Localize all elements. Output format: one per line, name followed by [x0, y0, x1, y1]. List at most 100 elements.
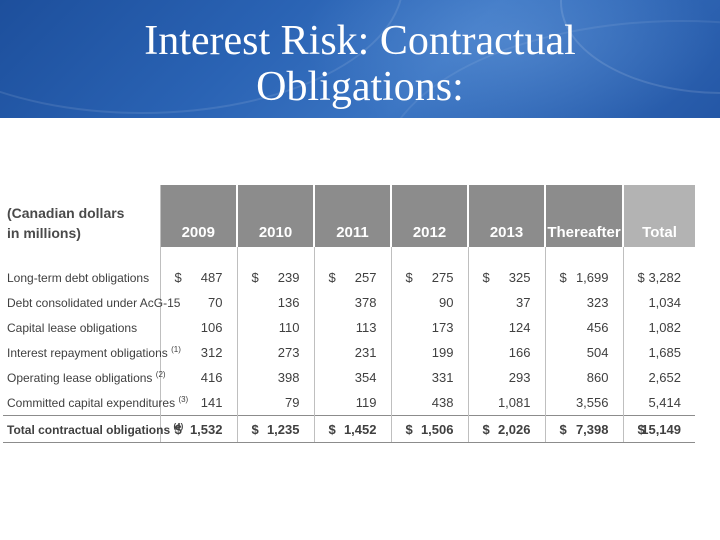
table-body: Long-term debt obligations $487 $239 $257 $2… [3, 247, 695, 443]
currency-symbol: $ [251, 421, 259, 437]
value-cell: 136 [236, 290, 314, 315]
currency-symbol: $ [637, 270, 645, 285]
value-cell: 1,685 [622, 340, 695, 365]
value-cell: 231 [313, 340, 391, 365]
value-cell: 124 [467, 315, 545, 340]
row-label-text: Interest repayment obligations [7, 346, 168, 360]
value-cell: 37 [467, 290, 545, 315]
value-cell: $239 [236, 247, 314, 290]
value-text: 378 [354, 295, 377, 310]
value-cell: $1,452 [313, 415, 391, 443]
value-text: 3,282 [648, 270, 681, 285]
value-text: 3,556 [575, 395, 609, 410]
value-cell: 141 [159, 390, 237, 416]
value-text: 7,398 [575, 421, 609, 437]
column-header: 2012 [391, 185, 469, 247]
value-text: 79 [285, 395, 300, 410]
value-cell: $1,506 [390, 415, 468, 443]
row-label-text: Capital lease obligations [7, 320, 138, 335]
column-header: 2009 [160, 185, 238, 247]
value-text: 293 [508, 370, 531, 385]
value-text: 1,235 [266, 421, 300, 437]
value-cell: 273 [236, 340, 314, 365]
table-row: Interest repayment obligations (1) 312 273… [3, 340, 695, 365]
value-cell: 199 [390, 340, 468, 365]
value-cell: 323 [544, 290, 623, 315]
table-row: Debt consolidated under AcG-15 70 136 378 90… [3, 290, 695, 315]
value-text: 275 [431, 270, 454, 285]
currency-symbol: $ [328, 270, 336, 285]
slide-title-line-2: Obligations: [256, 64, 464, 110]
value-text: 487 [200, 270, 223, 285]
currency-symbol: $ [637, 421, 645, 437]
value-text: 119 [355, 395, 377, 410]
value-cell: $257 [313, 247, 391, 290]
row-label-text: Total contractual obligations [7, 422, 171, 437]
value-cell: $3,282 [622, 247, 695, 290]
currency-symbol: $ [482, 270, 490, 285]
value-cell: $7,398 [544, 415, 623, 443]
row-label-text: Debt consolidated under AcG-15 [7, 295, 181, 310]
value-text: 1,034 [648, 295, 681, 310]
value-cell: $1,532 [159, 415, 237, 443]
value-cell: 456 [544, 315, 623, 340]
value-text: 504 [586, 345, 609, 360]
value-cell: 398 [236, 365, 314, 390]
value-cell: 504 [544, 340, 623, 365]
value-cell: 3,556 [544, 390, 623, 416]
value-text: 323 [586, 295, 609, 310]
row-label: Committed capital expenditures (3) [3, 390, 188, 416]
value-text: 106 [200, 320, 223, 335]
value-text: 273 [277, 345, 300, 360]
value-cell: 173 [390, 315, 468, 340]
value-cell: 79 [236, 390, 314, 416]
value-cell: $2,026 [467, 415, 545, 443]
column-header: 2013 [468, 185, 546, 247]
title-banner: Interest Risk: Contractual Obligations: [0, 0, 720, 118]
currency-symbol: $ [405, 421, 413, 437]
value-cell: 293 [467, 365, 545, 390]
value-text: 1,506 [420, 421, 454, 437]
value-cell: 110 [236, 315, 314, 340]
slide-title: Interest Risk: Contractual Obligations: [0, 18, 720, 110]
row-label: Debt consolidated under AcG-15 [3, 290, 180, 315]
row-label: Total contractual obligations (4) [3, 415, 183, 443]
value-text: 257 [354, 270, 377, 285]
value-cell: $487 [159, 247, 237, 290]
value-cell: 416 [159, 365, 237, 390]
value-text: 1,532 [189, 421, 223, 437]
value-text: 231 [354, 345, 377, 360]
column-header: Thereafter [545, 185, 624, 247]
value-cell: 378 [313, 290, 391, 315]
slide-title-line-1: Interest Risk: Contractual [144, 18, 576, 64]
value-text: 136 [277, 295, 300, 310]
value-text: 331 [431, 370, 454, 385]
value-text: 2,652 [648, 370, 681, 385]
currency-symbol: $ [174, 270, 182, 285]
value-cell: 1,082 [622, 315, 695, 340]
value-cell: $275 [390, 247, 468, 290]
value-text: 173 [431, 320, 454, 335]
value-cell: 106 [159, 315, 237, 340]
value-cell: 1,034 [622, 290, 695, 315]
value-cell: 2,652 [622, 365, 695, 390]
value-cell: 5,414 [622, 390, 695, 416]
value-text: 166 [508, 345, 531, 360]
value-text: 1,082 [648, 320, 681, 335]
value-cell: 119 [313, 390, 391, 416]
value-text: 325 [508, 270, 531, 285]
value-cell: $1,235 [236, 415, 314, 443]
row-label: Capital lease obligations [3, 315, 160, 340]
value-text: 1,685 [648, 345, 681, 360]
row-label-text: Committed capital expenditures [7, 396, 176, 410]
value-text: 438 [431, 395, 454, 410]
value-text: 90 [439, 295, 454, 310]
value-cell: $1,699 [544, 247, 623, 290]
value-text: 37 [516, 295, 531, 310]
column-header: 2011 [314, 185, 392, 247]
value-cell: 1,081 [467, 390, 545, 416]
table-row: Committed capital expenditures (3) 141 79 1… [3, 390, 695, 416]
value-text: 456 [586, 320, 609, 335]
value-text: 354 [354, 370, 377, 385]
column-header-total: Total [623, 185, 695, 247]
